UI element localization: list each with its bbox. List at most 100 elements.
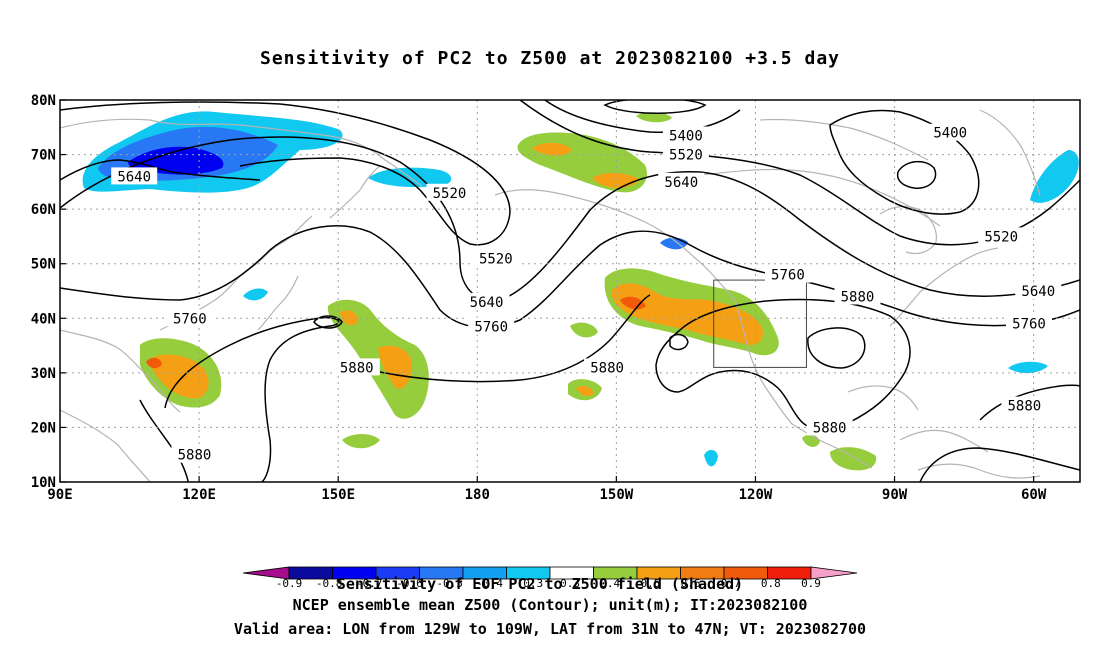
sensitivity-shading — [82, 111, 1079, 471]
valid-area-caption: Valid area: LON from 129W to 109W, LAT f… — [233, 620, 867, 638]
contour-label: 5760 — [173, 311, 207, 327]
lon-tick-label: 60W — [1021, 487, 1047, 503]
contour-label-bg — [333, 358, 380, 376]
contour-label-bg — [662, 126, 709, 144]
lat-tick-label: 40N — [31, 311, 56, 327]
coast-alaska — [494, 189, 736, 301]
colorbar-label: -0.4 — [477, 577, 504, 590]
colorbar-label: -0.6 — [396, 577, 423, 590]
coast-asia-north — [60, 118, 423, 187]
coast-japan — [257, 275, 299, 331]
positive-area-central-america — [830, 447, 877, 471]
contour-low-center — [896, 160, 937, 189]
contour-label: 5520 — [669, 148, 703, 164]
colorbar-label: 0.9 — [801, 577, 821, 590]
colorbar-caption: Sensitivity of EOF PC2 to Z500 field (Sh… — [337, 575, 743, 593]
contour-label: 5640 — [470, 295, 504, 311]
contour-label-bg — [171, 445, 218, 463]
contour-labels: 5640 5520 5400 5520 5640 5400 5520 5520 5640 5760… — [111, 123, 1062, 464]
contour-5640-main — [60, 136, 1080, 302]
contour-5400-closed — [603, 100, 707, 114]
contour-label: 5760 — [1012, 317, 1046, 333]
coast-kamchatka — [329, 165, 381, 219]
lat-tick-label: 30N — [31, 366, 56, 382]
coast-caribbean — [899, 429, 989, 453]
positive-area-wpacific-core2 — [378, 345, 412, 389]
colorbar-max-arrow — [810, 566, 858, 580]
contour-5880-east2 — [979, 384, 1080, 421]
positive-area-china-core — [151, 354, 209, 399]
lon-tick-label: 180 — [465, 487, 490, 503]
coast-arctic-canada — [699, 168, 941, 227]
colorbar-label: 0.6 — [681, 577, 701, 590]
coast-mexico — [791, 423, 873, 469]
contour-5520-west — [60, 101, 511, 246]
contour-label-bg — [834, 287, 881, 305]
contour-label-bg — [764, 265, 811, 283]
contour-label: 5400 — [933, 126, 967, 142]
positive-area-alaska-core1 — [532, 142, 572, 156]
contour-label-bg — [472, 249, 519, 267]
contour-label-bg — [1015, 282, 1062, 299]
colorbar-label: 0.4 — [600, 577, 620, 590]
contour-label: 5880 — [178, 448, 212, 464]
negative-area-japan-spot — [243, 288, 268, 301]
lat-lon-grid — [60, 100, 1080, 482]
contour-label-bg — [662, 145, 709, 163]
coast-hudson-bay — [879, 205, 937, 255]
contour-label-bg — [978, 227, 1025, 245]
contour-5880-small-w — [313, 315, 343, 329]
colorbar-label: 0.8 — [761, 577, 781, 590]
contour-label-bg — [927, 123, 974, 141]
contour-label: 5520 — [433, 186, 467, 202]
coast-greenland — [979, 109, 1041, 197]
lon-tick-label: 120W — [739, 487, 773, 503]
contour-label: 5640 — [117, 169, 151, 185]
positive-area-subtropic-core — [576, 386, 594, 396]
contour-label-bg — [584, 358, 631, 376]
lat-tick-label: 10N — [31, 475, 56, 491]
coast-us-east — [889, 247, 999, 327]
contour-label-bg — [111, 167, 158, 185]
contour-label-bg — [468, 317, 515, 335]
contour-label-bg — [166, 309, 213, 327]
lat-tick-label: 70N — [31, 148, 56, 164]
positive-area-neast-pacific-hot — [620, 296, 646, 310]
contour-label: 5640 — [1021, 284, 1055, 300]
colorbar-label: -0.9 — [276, 577, 303, 590]
contour-label-bg — [463, 292, 510, 310]
coast-gulf — [847, 385, 919, 411]
positive-area-mid-pacific — [570, 322, 598, 338]
contour-label: 5520 — [479, 251, 513, 267]
coast-canada-archipelago — [759, 118, 929, 161]
colorbar-label: 0.5 — [640, 577, 660, 590]
lon-tick-label: 150E — [321, 487, 355, 503]
contour-5880-pacific — [379, 294, 651, 383]
colorbar-label: -0.7 — [356, 577, 383, 590]
contour-label: 5760 — [771, 268, 805, 284]
lon-tick-label: 90W — [882, 487, 908, 503]
map-frame — [59, 99, 1081, 483]
coast-us-west — [734, 299, 793, 425]
lon-tick-label: 150W — [600, 487, 634, 503]
colorbar-label: -0.5 — [436, 577, 463, 590]
chart-title: Sensitivity of PC2 to Z500 at 2023082100… — [259, 48, 840, 69]
contour-5880-far-east — [919, 447, 1080, 482]
lat-tick-label: 50N — [31, 257, 56, 273]
contour-label: 5880 — [590, 360, 624, 376]
latitude-labels: 80N 70N 60N 50N 40N 30N 20N 10N — [31, 93, 56, 491]
contour-label: 5880 — [1008, 399, 1042, 415]
contour-label-bg — [1001, 396, 1048, 414]
contour-5880-west — [164, 316, 340, 482]
contour-label-bg — [426, 183, 473, 201]
contour-5880-small — [669, 333, 689, 351]
contour-caption: NCEP ensemble mean Z500 (Contour); unit(… — [292, 596, 808, 614]
contour-label: 5880 — [340, 360, 374, 376]
contour-5400-north — [544, 100, 741, 134]
contour-label: 5400 — [669, 128, 703, 144]
lat-tick-label: 60N — [31, 202, 56, 218]
positive-area-beaufort — [636, 112, 672, 123]
contour-5880-lower — [139, 399, 189, 482]
colorbar — [242, 566, 858, 580]
